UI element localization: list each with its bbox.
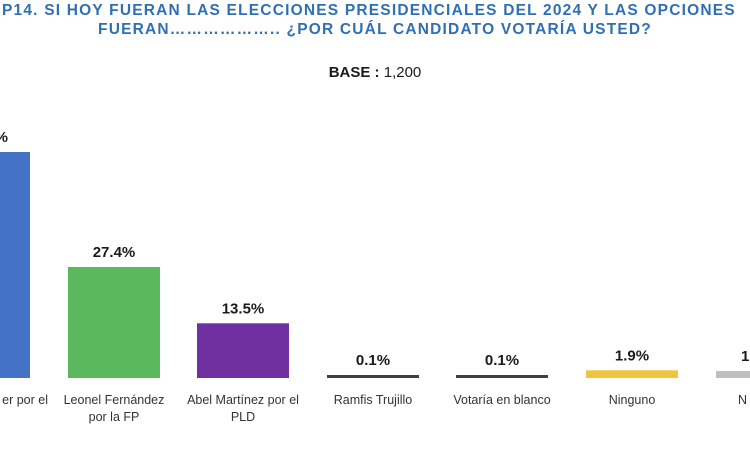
bar-6 xyxy=(716,371,750,378)
bar-0 xyxy=(0,152,30,378)
category-label-6-line-0: N xyxy=(738,393,748,407)
bar-3 xyxy=(327,375,419,378)
category-label-6: N xyxy=(738,392,750,409)
category-label-5-line-0: Ninguno xyxy=(608,393,656,407)
category-label-0: er por el xyxy=(0,392,48,409)
value-label-3: 0.1% xyxy=(356,352,390,369)
value-label-6: 1 xyxy=(741,348,749,365)
category-label-1: Leonel Fernández por la FP xyxy=(54,392,174,426)
base-label: BASE : xyxy=(328,64,384,81)
category-label-2-line-1: PLD xyxy=(230,410,256,424)
bar-5 xyxy=(586,370,678,378)
category-label-2: Abel Martínez por el PLD xyxy=(183,392,303,426)
value-label-0: % xyxy=(0,129,8,146)
category-label-5: Ninguno xyxy=(572,392,692,409)
title-line-1: P14. SI HOY FUERAN LAS ELECCIONES PRESID… xyxy=(2,2,736,19)
category-label-3-line-0: Ramfis Trujillo xyxy=(333,393,413,407)
value-label-2: 13.5% xyxy=(222,300,265,317)
category-label-0-line-0: er por el xyxy=(2,393,48,407)
category-label-4: Votaría en blanco xyxy=(442,392,562,409)
value-label-4: 0.1% xyxy=(485,352,519,369)
bar-1 xyxy=(68,267,160,378)
sample-base: BASE : 1,200 xyxy=(0,64,750,81)
title-line-2: FUERAN……………….. ¿POR CUÁL CANDIDATO VOTAR… xyxy=(98,21,652,38)
value-label-5: 1.9% xyxy=(615,347,649,364)
category-label-1-line-0: Leonel Fernández xyxy=(63,393,165,407)
bar-4 xyxy=(456,375,548,378)
base-value: 1,200 xyxy=(383,64,422,81)
bar-2 xyxy=(197,323,289,378)
category-label-2-line-0: Abel Martínez por el xyxy=(187,393,299,407)
category-label-3: Ramfis Trujillo xyxy=(313,392,433,409)
category-label-4-line-0: Votaría en blanco xyxy=(453,393,551,407)
category-label-1-line-1: por la FP xyxy=(88,410,140,424)
value-label-1: 27.4% xyxy=(93,244,136,261)
